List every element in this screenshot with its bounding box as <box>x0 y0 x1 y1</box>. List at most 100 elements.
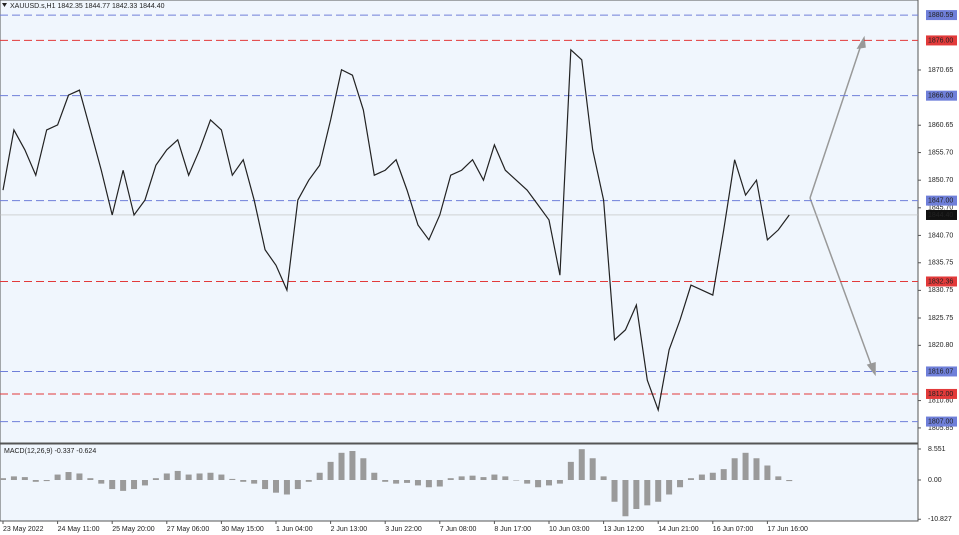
macd-bar <box>786 479 793 482</box>
macd-bar <box>349 450 356 480</box>
level-label: 1816.07 <box>928 368 953 375</box>
level-label: 1807.00 <box>928 418 953 425</box>
level-tag <box>926 10 957 21</box>
macd-bar <box>327 461 334 480</box>
macd-bar <box>469 475 476 480</box>
price-line <box>2 48 790 413</box>
level-tag <box>926 366 957 377</box>
x-tick-label: 2 Jun 13:00 <box>331 526 368 533</box>
macd-title: MACD(12,26,9) -0.337 -0.624 <box>4 448 96 455</box>
macd-bar <box>775 476 782 480</box>
level-label: 1880.59 <box>928 12 953 19</box>
macd-bar <box>502 476 509 480</box>
macd-bar <box>666 479 673 495</box>
macd-bar <box>360 458 367 480</box>
macd-bar <box>600 476 607 480</box>
y-tick-label: 1840.70 <box>928 232 953 239</box>
macd-bar <box>404 479 411 483</box>
macd-bar <box>687 478 694 480</box>
macd-bar <box>458 476 465 480</box>
macd-bar <box>251 479 258 484</box>
macd-bar <box>753 458 760 480</box>
forecast-arrows <box>809 35 876 377</box>
last-price-tag <box>926 209 957 220</box>
macd-bar <box>633 479 640 510</box>
macd-bar <box>218 474 225 480</box>
macd-bar <box>720 469 727 480</box>
macd-bar <box>43 479 50 482</box>
macd-bar <box>764 465 771 480</box>
macd-bar <box>513 479 520 481</box>
macd-bar <box>305 479 312 482</box>
macd-bar <box>655 479 662 502</box>
x-tick-label: 10 Jun 03:00 <box>549 526 590 533</box>
y-tick-label: 1810.80 <box>928 397 953 404</box>
y-tick-label: 1830.75 <box>928 287 953 294</box>
x-tick-label: 14 Jun 21:00 <box>658 526 699 533</box>
x-tick-label: 27 May 06:00 <box>167 526 210 533</box>
macd-bar <box>742 452 749 480</box>
macd-bar <box>316 472 323 480</box>
macd-bar <box>731 458 738 480</box>
x-tick-label: 30 May 15:00 <box>221 526 264 533</box>
macd-bar <box>480 477 487 480</box>
x-tick-label: 16 Jun 07:00 <box>713 526 754 533</box>
macd-bar <box>152 478 159 480</box>
level-tag <box>926 416 957 427</box>
level-label: 1876.00 <box>928 37 953 44</box>
macd-bar <box>54 474 61 480</box>
x-tick-label: 1 Jun 04:00 <box>276 526 313 533</box>
macd-bar <box>425 479 432 488</box>
macd-bar <box>491 474 498 480</box>
macd-bar <box>283 479 290 495</box>
macd-bar <box>677 479 684 488</box>
macd-bar <box>294 479 301 490</box>
macd-bar <box>546 479 552 486</box>
macd-bar <box>229 478 236 480</box>
macd-tick-label: -10.827 <box>928 516 952 523</box>
level-tag <box>926 195 957 206</box>
level-label: 1812.00 <box>928 391 953 398</box>
macd-panel <box>0 443 919 522</box>
macd-bar <box>338 452 345 480</box>
macd-bar <box>371 472 378 480</box>
macd-bar <box>262 479 269 490</box>
level-label: 1832.36 <box>928 278 953 285</box>
macd-bar <box>185 474 192 480</box>
macd-bar <box>163 473 170 480</box>
macd-bar <box>65 472 72 480</box>
macd-tick-label: 8.551 <box>928 446 946 453</box>
chart-title: XAUUSD.s,H1 1842.35 1844.77 1842.33 1844… <box>10 3 165 10</box>
y-tick-label: 1820.80 <box>928 342 953 349</box>
x-tick-label: 23 May 2022 <box>3 526 44 533</box>
level-tag <box>926 276 957 287</box>
macd-bar <box>709 472 716 480</box>
macd-bar <box>120 479 127 491</box>
macd-bar <box>196 473 203 480</box>
macd-bar <box>76 473 83 480</box>
level-label: 1847.00 <box>928 197 953 204</box>
macd-tick-label: 0.00 <box>928 477 942 484</box>
macd-bar <box>10 476 17 480</box>
price-panel <box>0 0 919 444</box>
y-tick-label: 1845.70 <box>928 205 953 212</box>
x-tick-label: 24 May 11:00 <box>58 526 100 533</box>
macd-bar <box>240 479 247 482</box>
macd-bar <box>535 479 542 488</box>
y-tick-label: 1835.75 <box>928 260 953 267</box>
x-tick-label: 25 May 20:00 <box>112 526 155 533</box>
macd-bar <box>578 449 585 480</box>
y-tick-label: 1855.70 <box>928 149 953 156</box>
level-tag <box>926 35 957 46</box>
y-tick-label: 1850.70 <box>928 177 953 184</box>
macd-bar <box>589 458 596 480</box>
y-tick-label: 1870.65 <box>928 67 953 74</box>
y-tick-label: 1860.65 <box>928 122 953 129</box>
x-tick-label: 17 Jun 16:00 <box>767 526 808 533</box>
menu-icon <box>2 3 7 7</box>
macd-bar <box>0 478 6 480</box>
x-tick-label: 8 Jun 17:00 <box>494 526 531 533</box>
macd-bar <box>141 479 148 486</box>
macd-bar <box>207 472 214 480</box>
